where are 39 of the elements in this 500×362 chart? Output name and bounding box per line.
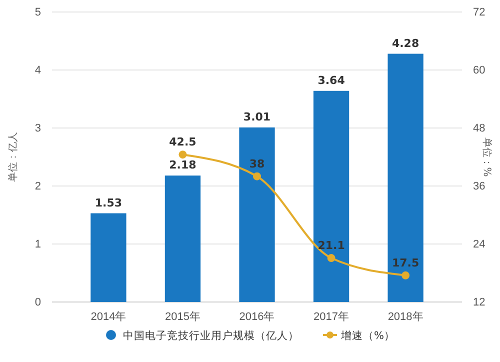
x-tick-label: 2015年 xyxy=(164,310,200,323)
y2-tick-label: 12 xyxy=(473,296,486,309)
point xyxy=(327,254,336,262)
x-tick-label: 2016年 xyxy=(239,310,275,323)
bar xyxy=(388,54,424,302)
legend-label: 增速（%） xyxy=(340,329,395,342)
bar xyxy=(239,127,275,302)
x-tick-label: 2018年 xyxy=(388,310,424,323)
legend-label: 中国电子竞技行业用户规模（亿人） xyxy=(123,329,300,342)
data-label: 42.5 xyxy=(169,136,196,149)
y-axis-title: 单位：亿人 xyxy=(7,132,19,182)
data-label: 1.53 xyxy=(94,196,122,210)
y2-tick-label: 60 xyxy=(473,64,486,77)
y-tick-label: 1 xyxy=(34,238,41,251)
point xyxy=(402,271,410,280)
bar xyxy=(313,90,350,302)
bar xyxy=(164,176,201,302)
data-label: 21.1 xyxy=(318,239,345,252)
data-label: 38 xyxy=(249,157,265,170)
y-tick-label: 4 xyxy=(34,64,41,77)
y2-tick-label: 24 xyxy=(473,238,486,251)
x-tick-label: 2017年 xyxy=(314,310,350,323)
y2-tick-label: 36 xyxy=(473,180,486,193)
x-tick-label: 2014年 xyxy=(90,310,126,323)
y-tick-label: 5 xyxy=(34,6,41,19)
y2-tick-label: 72 xyxy=(473,6,486,19)
y2-tick-label: 48 xyxy=(473,122,486,135)
y-tick-label: 0 xyxy=(34,296,41,309)
y2-axis-title: 单位：% xyxy=(481,137,493,177)
point xyxy=(253,172,261,180)
y-tick-label: 3 xyxy=(34,122,41,135)
data-label: 3.01 xyxy=(243,110,271,124)
data-label: 3.64 xyxy=(318,74,346,87)
data-label: 2.18 xyxy=(169,158,196,172)
data-label: 17.5 xyxy=(392,256,420,270)
data-label: 4.28 xyxy=(392,36,420,50)
bar xyxy=(90,213,126,302)
y-tick-label: 2 xyxy=(34,180,41,193)
point xyxy=(178,150,187,159)
